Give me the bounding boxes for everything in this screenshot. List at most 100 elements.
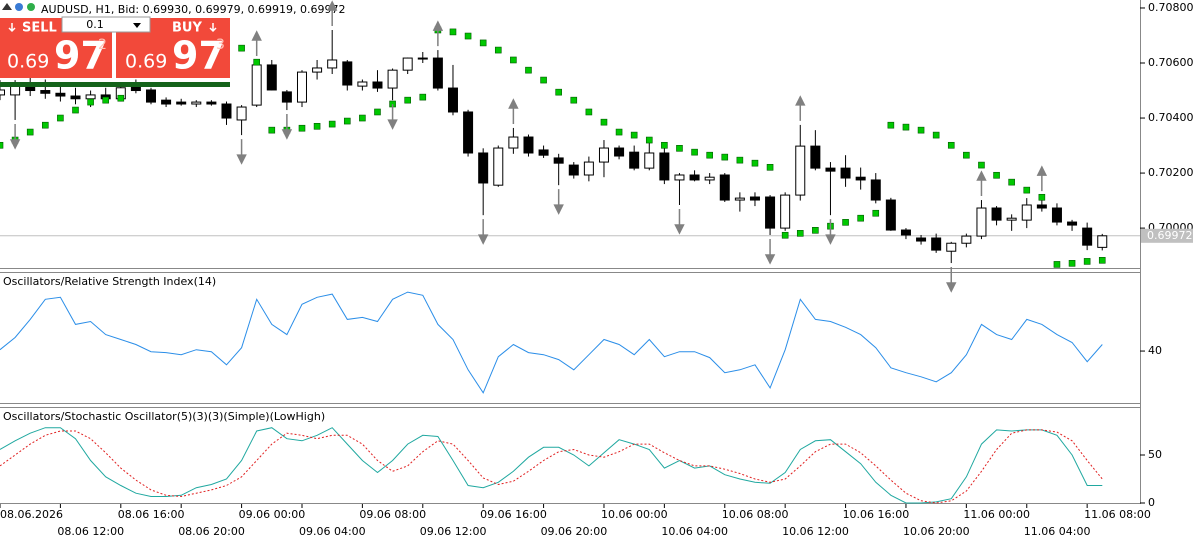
candle-body [1021, 204, 1032, 221]
sar-dot [600, 118, 608, 126]
candle-body [251, 64, 262, 106]
y-tick-label: 0.70400 [1148, 111, 1194, 124]
candle-body [916, 237, 927, 242]
sar-dot [706, 151, 713, 159]
sar-dot [766, 163, 774, 171]
sar-dot [540, 76, 547, 84]
candle-body [780, 194, 791, 229]
lot-input[interactable] [61, 16, 151, 33]
sar-dot [313, 122, 321, 130]
y-tick-label: 0 [1148, 496, 1155, 509]
candle-body [976, 207, 987, 237]
sar-dot [902, 123, 910, 131]
sar-dot [479, 39, 487, 47]
sar-dot [57, 114, 64, 122]
x-tick-label: 09.06 04:00 [299, 525, 366, 538]
candle-body [176, 101, 187, 105]
settings-icon[interactable] [15, 3, 23, 11]
candle-body [583, 161, 594, 176]
sar-dot [1053, 261, 1061, 268]
trade-panel: SELL BUY 0.1 0.69 97 2 0.69 97 3 [0, 3, 230, 87]
frame [0, 0, 1141, 504]
sar-dot [570, 96, 578, 104]
sar-dot [449, 28, 457, 36]
x-tick-label: 09.06 12:00 [420, 525, 487, 538]
x-tick-label: 10.06 12:00 [782, 525, 849, 538]
candle-body [493, 147, 504, 186]
candle-body [961, 235, 972, 244]
candle-body [704, 176, 715, 181]
indicator-line [0, 429, 1103, 504]
fractal-down [477, 219, 489, 245]
sar-dot [1083, 258, 1091, 265]
candle-body [1036, 204, 1047, 209]
candle-body [659, 152, 670, 181]
candle-body [1067, 221, 1078, 226]
candle-body [417, 57, 428, 60]
sar-dot [661, 141, 668, 149]
fractal-up [326, 0, 338, 26]
chart-title: AUDUSD, H1, Bid: 0.69930, 0.69979, 0.699… [41, 3, 346, 16]
sar-dot [419, 93, 427, 101]
candle-body [825, 167, 836, 172]
sar-dot [343, 117, 351, 125]
candle-body [568, 164, 579, 176]
candle-body [327, 59, 338, 69]
candle-body [357, 81, 368, 87]
sar-dot [26, 128, 34, 136]
fractal-down [281, 114, 293, 140]
x-tick-label: 09.06 20:00 [541, 525, 608, 538]
sar-dot [510, 56, 517, 64]
x-tick-label: 11.06 04:00 [1024, 525, 1091, 538]
x-tick-label: 08.06 16:00 [118, 508, 185, 521]
candle-body [598, 147, 609, 163]
candle-body [1082, 227, 1093, 246]
lot-value[interactable]: 0.1 [86, 18, 104, 31]
candle-body [447, 87, 458, 113]
x-tick-label: 10.06 00:00 [601, 508, 668, 521]
buy-label: BUY [172, 21, 202, 36]
fractal-up [251, 30, 262, 56]
y-tick-label: 50 [1148, 448, 1162, 461]
current-price-box [1141, 228, 1193, 243]
x-tick-label: 08.06.2026 [0, 508, 63, 521]
sar-dot [268, 126, 276, 134]
sar-dot [494, 46, 502, 54]
sar-dot [993, 171, 1000, 179]
fractal-down [236, 139, 247, 165]
fractal-down [764, 238, 776, 265]
current-price-label: 0.69972 [1147, 229, 1193, 242]
pane-title: Oscillators/Relative Strength Index(14) [3, 275, 216, 288]
sar-dot [857, 214, 864, 222]
sar-dot [736, 156, 744, 164]
candle-body [1097, 235, 1108, 248]
sar-dot [676, 145, 683, 152]
candle-body [191, 101, 202, 105]
sell-price-small: 2 [98, 37, 107, 53]
candle-body [402, 57, 413, 71]
sar-dot [102, 96, 109, 104]
sar-dot [298, 124, 306, 132]
fractal-down [825, 219, 836, 245]
sar-dot [1008, 178, 1015, 186]
x-tick-label: 09.06 00:00 [239, 508, 306, 521]
sell-price-main: 97 [54, 34, 107, 78]
x-tick-label: 10.06 04:00 [661, 525, 728, 538]
sar-dot [978, 161, 985, 169]
y-tick-label: 0.70200 [1148, 166, 1194, 179]
candle-body [161, 99, 172, 105]
candle-body [372, 81, 383, 89]
sar-dot [887, 121, 895, 129]
candle-body [810, 145, 821, 169]
sar-dot [253, 58, 260, 66]
candle-body [221, 103, 232, 119]
lot-dropdown[interactable] [133, 23, 141, 28]
fractal-down [553, 189, 564, 215]
sar-dot [645, 136, 653, 144]
sar-dot [615, 128, 623, 136]
indicator-line [0, 427, 1103, 504]
candle-body [900, 229, 911, 236]
sar-dot [721, 153, 729, 161]
